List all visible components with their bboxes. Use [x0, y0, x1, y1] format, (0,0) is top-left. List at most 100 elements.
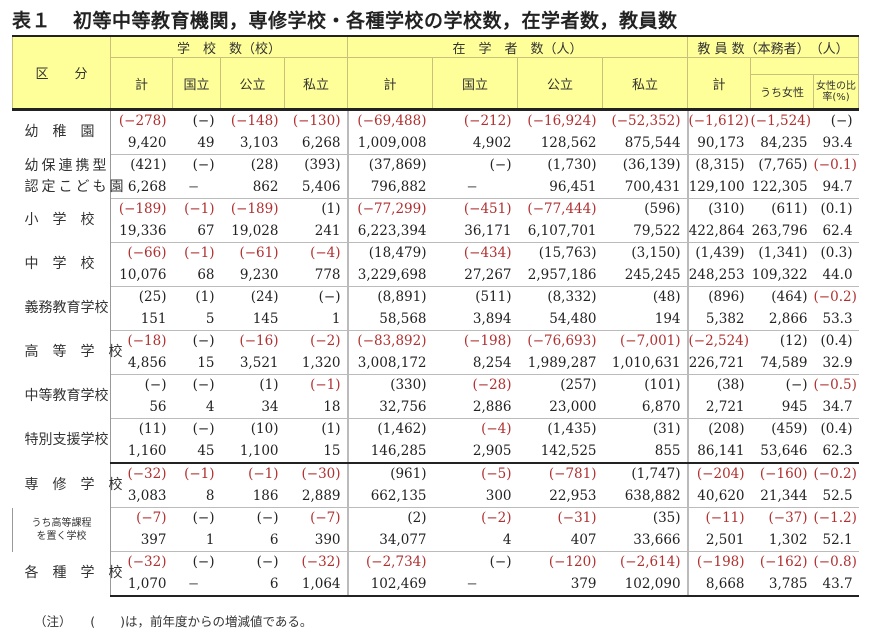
row-label-text: うち高等課程	[31, 517, 92, 529]
table-row-change: 高 等 学 校 (−18) (−) (−16) (−2) (−83,892) (−198) (…	[12, 330, 859, 375]
cell-change: (−76,693)	[527, 333, 597, 349]
cell-change: (459)	[771, 421, 808, 437]
cell-value: 300	[432, 485, 518, 508]
header-schools-private: 私立	[283, 57, 349, 110]
cell-change: (−61)	[239, 245, 279, 261]
cell-value: 248,253	[686, 264, 751, 287]
cell-change: (611)	[771, 201, 808, 217]
row-label-text: 幼 稚 園	[24, 124, 95, 141]
header-schools-public: 公立	[220, 57, 285, 110]
header-schools: 学 校 数（校）	[109, 35, 349, 58]
cell-value: 397	[110, 529, 173, 552]
header-schools-national: 国立	[172, 57, 221, 110]
cell-value: 84,235	[750, 132, 814, 155]
cell-value: 32.9	[813, 352, 859, 375]
cell-value: 1,064	[284, 573, 348, 597]
cell-change: (393)	[304, 157, 341, 173]
row-label-text: 義務教育学校	[24, 300, 109, 316]
row-label-text: 中 学 校	[24, 256, 95, 272]
cell-change: (−198)	[686, 551, 751, 573]
cell-value: 8,668	[686, 573, 751, 597]
row-label: 中 学 校	[12, 242, 111, 287]
cell-change: (1,435)	[547, 421, 597, 437]
cell-change: (596)	[644, 201, 681, 217]
cell-change: (−451)	[463, 201, 512, 217]
cell-change: (−16)	[239, 333, 279, 349]
table-row-value: 151 5 145 1 58,568 3,894 54,480 194 5,382 2,866 53…	[13, 308, 859, 331]
cell-change: (−)	[192, 377, 215, 393]
cell-value: 142,525	[517, 440, 603, 464]
cell-change: (−2,614)	[620, 554, 681, 570]
statistics-table: 区 分 学 校 数（校） 在 学 者 数（人） 教 員 数（本務者） （人） 計…	[12, 35, 860, 597]
cell-value: 146,285	[346, 440, 433, 464]
cell-value: 422,864	[686, 220, 751, 243]
cell-change: (12)	[779, 333, 808, 349]
cell-value: 4	[172, 396, 221, 419]
cell-value: 2,905	[432, 440, 518, 464]
cell-change: (−1,524)	[750, 113, 812, 129]
cell-change: (3,150)	[631, 245, 681, 261]
cell-value: 2,957,186	[517, 264, 603, 287]
cell-value: 10,076	[110, 264, 173, 287]
cell-change: (8,891)	[346, 286, 433, 308]
cell-change: (11)	[138, 421, 167, 437]
header-students-national: 国立	[432, 57, 519, 110]
cell-value: 93.4	[813, 132, 859, 155]
cell-change: (1,341)	[758, 245, 808, 261]
cell-change: (1,462)	[346, 418, 433, 440]
cell-value: 241	[284, 220, 348, 243]
cell-value: 32,756	[346, 396, 433, 419]
row-label-text: 高 等 学 校	[24, 344, 123, 360]
cell-change: (24)	[250, 289, 279, 305]
cell-change: (−32)	[127, 466, 167, 482]
cell-change: (−7,001)	[620, 333, 681, 349]
table-row-change: 義務教育学校 (25) (1) (24) (−) (8,891) (511) (8,332) (…	[12, 286, 859, 331]
cell-value: 1	[284, 308, 348, 331]
cell-value: 54,480	[517, 308, 603, 331]
cell-value: 6,268	[284, 132, 348, 155]
cell-change: (0.4)	[820, 333, 853, 349]
cell-change: (−)	[785, 377, 808, 393]
cell-value: 662,135	[346, 485, 433, 508]
cell-value: 79,522	[602, 220, 688, 243]
cell-value: 40,620	[686, 485, 751, 508]
table-title-text: 初等中等教育機関，専修学校・各種学校の学校数，在学者数，教員数	[73, 10, 678, 32]
cell-value: 638,882	[602, 485, 688, 508]
cell-value: 3,229,698	[346, 264, 433, 287]
cell-change: (−0.1)	[813, 157, 857, 173]
cell-value: 1,100	[220, 440, 285, 464]
header-students-total: 計	[347, 57, 434, 110]
cell-change: (−66)	[127, 245, 167, 261]
cell-value: 3,521	[220, 352, 285, 375]
cell-value: 186	[220, 485, 285, 508]
table-title: 表１ 初等中等教育機関，専修学校・各種学校の学校数，在学者数，教員数	[12, 6, 678, 33]
cell-change: (−28)	[472, 377, 512, 393]
cell-change: (−16,924)	[527, 113, 597, 129]
table-number: 表１	[12, 10, 52, 32]
cell-change: (0.4)	[820, 421, 853, 437]
table-row-value: 6,268−862 5,406 796,882−96,451 700,431 129,1…	[13, 176, 859, 199]
cell-change: (−0.2)	[813, 466, 857, 482]
cell-value: 1,009,008	[346, 132, 433, 155]
cell-value: 390	[284, 529, 348, 552]
cell-value: −	[432, 176, 518, 199]
table-row-value: 19,336 67 19,028 241 6,223,394 36,171 6,107,70…	[13, 220, 859, 243]
header-schools-total: 計	[110, 57, 173, 110]
cell-change: (−18)	[127, 333, 167, 349]
cell-change: (−120)	[548, 554, 597, 570]
cell-change: (−)	[830, 113, 853, 129]
cell-value: 74,589	[750, 352, 814, 375]
cell-value: 43.7	[813, 573, 859, 597]
table-row-change: 中 学 校 (−66) (−1) (−61) (−4) (18,479) (−434) (15…	[12, 242, 859, 287]
table-row-change: 特別支援学校 (11) (−) (10) (1) (1,462) (−4) (1,435) (3…	[12, 418, 859, 463]
cell-value: 945	[750, 396, 814, 419]
cell-value: 52.1	[813, 529, 859, 552]
cell-change: (−148)	[230, 113, 279, 129]
row-label-text: 小 学 校	[24, 212, 95, 228]
cell-change: (−4)	[481, 421, 512, 437]
cell-change: (18,479)	[346, 242, 433, 264]
cell-change: (−189)	[230, 201, 279, 217]
cell-value: 1,160	[110, 440, 173, 464]
cell-change: (−2)	[481, 510, 512, 526]
table-row-value: 9,420 49 3,103 6,268 1,009,008 4,902 128,562 87…	[13, 132, 859, 155]
